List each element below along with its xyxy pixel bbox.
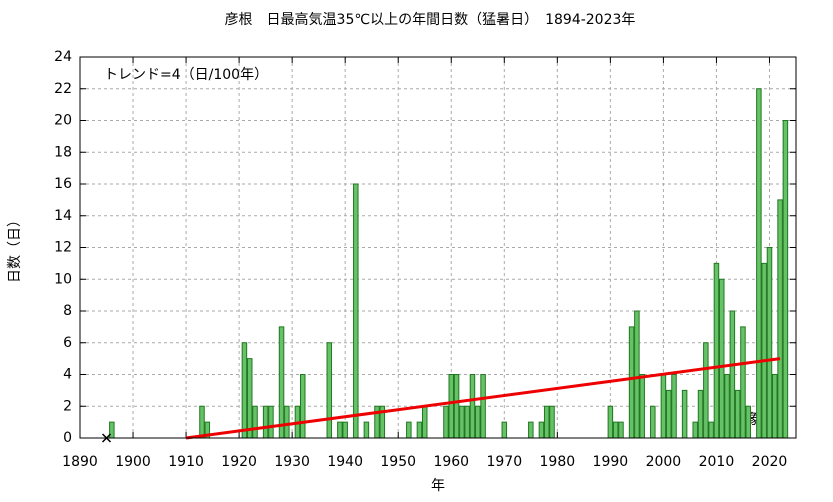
bar — [618, 421, 624, 439]
bar — [246, 358, 253, 439]
bar — [464, 405, 470, 439]
y-axis-label: 日数（日） — [7, 213, 23, 283]
bar — [469, 374, 476, 439]
bar — [761, 262, 767, 439]
bar — [353, 183, 359, 439]
bar — [713, 262, 720, 439]
bar — [528, 421, 534, 439]
bar — [740, 326, 746, 439]
bar — [671, 374, 677, 439]
y-tick-label: 14 — [54, 208, 72, 224]
x-tick-label: 1960 — [433, 454, 469, 470]
bar — [262, 405, 269, 439]
bar — [734, 389, 741, 439]
trend-line — [185, 357, 781, 440]
plot-frame — [79, 56, 797, 439]
bar — [241, 342, 248, 439]
y-tick-label: 18 — [54, 144, 72, 160]
bar — [199, 405, 205, 439]
bar — [538, 421, 545, 439]
bar — [777, 199, 783, 439]
bar — [459, 405, 465, 439]
y-tick-label: 2 — [63, 398, 72, 414]
x-tick-label: 1920 — [221, 454, 257, 470]
y-tick-label: 8 — [63, 303, 72, 319]
bar — [342, 421, 348, 439]
x-axis-label: 年 — [431, 478, 445, 494]
bar — [703, 342, 709, 439]
x-tick-label: 1940 — [327, 454, 363, 470]
bar — [708, 421, 714, 439]
x-tick-label: 1900 — [115, 454, 151, 470]
bar — [639, 374, 645, 439]
x-tick-label: 2020 — [752, 454, 788, 470]
bar — [772, 374, 778, 439]
bar — [109, 421, 115, 439]
y-tick-label: 24 — [54, 49, 72, 65]
bar — [501, 421, 508, 439]
y-tick-label: 0 — [63, 430, 72, 446]
x-tick-label: 1910 — [168, 454, 204, 470]
bar — [745, 405, 752, 439]
x-tick-label: 1890 — [62, 454, 98, 470]
bar — [660, 374, 667, 439]
x-tick-label: 2010 — [699, 454, 735, 470]
chart-title: 彦根 日最高気温35℃以上の年間日数（猛暑日） 1894-2023年 — [225, 11, 636, 28]
y-tick-label: 20 — [54, 113, 72, 129]
bar — [543, 405, 550, 439]
x-tick-label: 1950 — [380, 454, 416, 470]
x-tick-label: 1980 — [540, 454, 576, 470]
bar — [448, 374, 455, 439]
bar — [406, 421, 412, 439]
y-tick-label: 10 — [54, 271, 72, 287]
bar — [453, 374, 460, 439]
y-tick-label: 12 — [54, 240, 72, 256]
bar — [612, 421, 619, 439]
bar — [718, 278, 725, 439]
y-tick-label: 22 — [54, 81, 72, 97]
y-tick-label: 4 — [63, 367, 72, 383]
bar — [421, 405, 428, 439]
bar — [480, 374, 486, 439]
bar — [252, 405, 258, 439]
x-tick-label: 2000 — [646, 454, 682, 470]
bar — [756, 88, 762, 439]
bar — [729, 310, 736, 439]
bar — [443, 405, 449, 439]
y-tick-label: 6 — [63, 335, 72, 351]
bar — [665, 389, 672, 439]
bar — [724, 374, 730, 439]
bar — [549, 405, 555, 439]
bar — [766, 247, 773, 439]
bar — [337, 421, 343, 439]
bar — [416, 421, 423, 439]
x-tick-label: 1990 — [593, 454, 629, 470]
bar — [475, 405, 481, 439]
y-tick-label: 16 — [54, 176, 72, 192]
bar — [782, 120, 789, 439]
bar — [650, 405, 656, 439]
bar — [697, 389, 704, 439]
bar — [681, 389, 688, 439]
bar — [268, 405, 274, 439]
bar — [692, 421, 698, 439]
bar — [634, 310, 640, 439]
x-tick-label: 1930 — [274, 454, 310, 470]
bar — [300, 374, 306, 439]
bar — [363, 421, 370, 439]
x-tick-label: 1970 — [486, 454, 522, 470]
bar — [326, 342, 333, 439]
bar — [607, 405, 614, 439]
bar — [628, 326, 635, 439]
bar — [278, 326, 285, 439]
bar — [284, 405, 290, 439]
